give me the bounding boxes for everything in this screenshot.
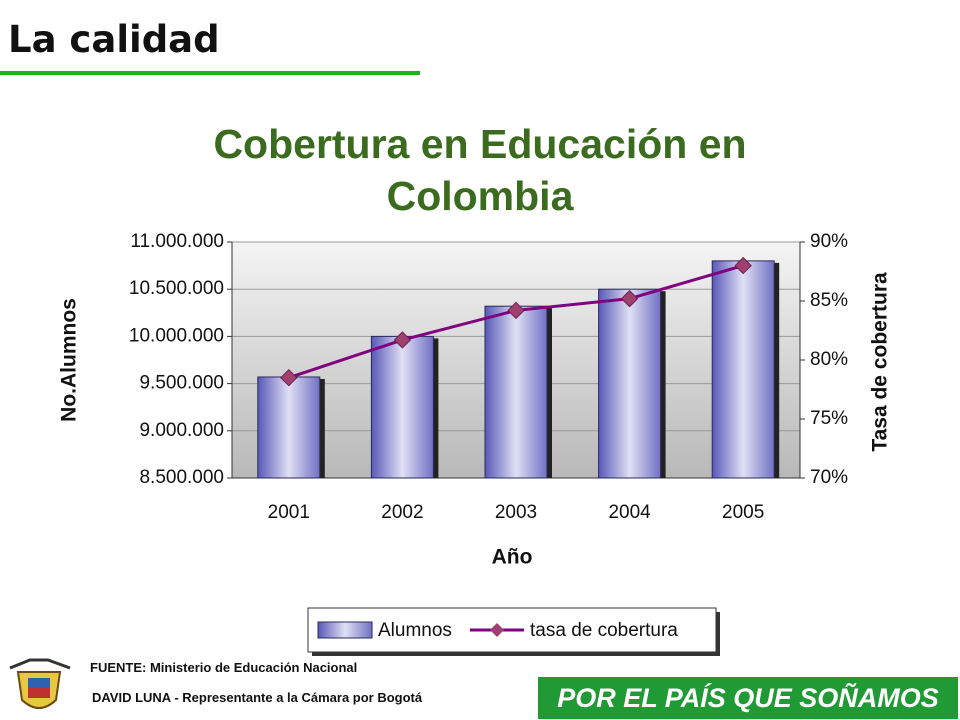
bar: [711, 260, 775, 479]
y2-tick-label: 90%: [810, 231, 848, 252]
legend-label: tasa de cobertura: [530, 620, 678, 641]
x-axis-label: Año: [492, 546, 533, 569]
bar: [370, 335, 434, 479]
legend-label: Alumnos: [378, 620, 452, 641]
author-note: DAVID LUNA - Representante a la Cámara p…: [92, 690, 423, 705]
slide-title: La calidad: [8, 18, 220, 61]
title-rule: [0, 71, 420, 75]
marker: [734, 256, 752, 275]
bar: [484, 305, 548, 479]
y2-tick-label: 80%: [810, 349, 848, 370]
x-tick-label: 2005: [722, 502, 764, 523]
y-tick-label: 11.000.000: [130, 231, 224, 252]
y-tick-label: 9.500.000: [139, 373, 224, 394]
y-tick-label: 9.000.000: [139, 420, 224, 441]
source-note: FUENTE: Ministerio de Educación Nacional: [90, 660, 358, 675]
x-tick-label: 2001: [268, 502, 310, 523]
y2-tick-label: 75%: [810, 408, 848, 429]
bar: [257, 376, 321, 479]
chart-title: Cobertura en Educación en Colombia: [213, 121, 747, 219]
x-tick-label: 2003: [495, 502, 537, 523]
x-tick-label: 2002: [381, 502, 423, 523]
marker: [507, 301, 525, 320]
y-tick-label: 10.000.000: [129, 325, 224, 346]
y-tick-label: 10.500.000: [129, 278, 224, 299]
y-tick-label: 8.500.000: [139, 467, 224, 488]
marker: [280, 368, 298, 387]
y2-tick-label: 70%: [810, 467, 848, 488]
y-axis-label: No.Alumnos: [58, 298, 81, 422]
bar: [598, 288, 662, 479]
marker: [620, 289, 639, 308]
x-tick-label: 2004: [608, 502, 651, 523]
legend-swatch: [490, 623, 504, 637]
legend-swatch: [317, 621, 373, 639]
y2-axis-label: Tasa de cobertura: [869, 272, 892, 452]
marker: [393, 331, 412, 349]
emblem: [9, 658, 71, 709]
y2-tick-label: 85%: [810, 290, 848, 311]
banner: POR EL PAÍS QUE SOÑAMOS: [538, 677, 958, 719]
